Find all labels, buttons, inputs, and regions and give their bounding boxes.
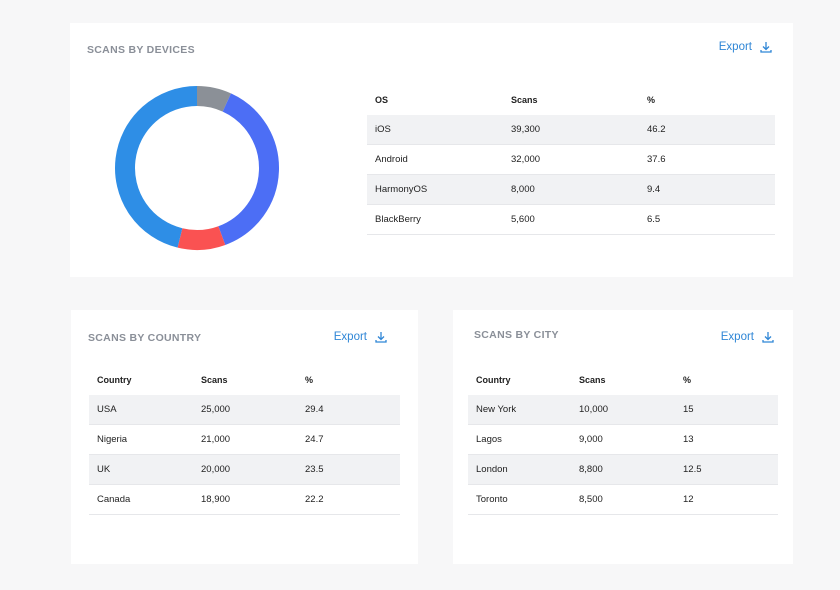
export-label: Export — [720, 331, 754, 343]
cell-percent: 12 — [683, 494, 694, 505]
download-icon — [760, 42, 772, 53]
country-export-button[interactable]: Export — [334, 331, 387, 343]
header-scans: Scans — [201, 375, 228, 385]
donut-segment-ios — [115, 86, 198, 248]
cell-os: Android — [375, 154, 408, 165]
table-row: Android 32,000 37.6 — [367, 145, 775, 175]
city-table: Country Scans % New York 10,000 15 Lagos… — [468, 365, 778, 515]
donut-segment-harmonyos — [177, 226, 226, 250]
header-scans: Scans — [511, 95, 538, 105]
header-scans: Scans — [579, 375, 606, 385]
table-row: New York 10,000 15 — [468, 395, 778, 425]
table-row: UK 20,000 23.5 — [89, 455, 400, 485]
cell-scans: 5,600 — [511, 214, 535, 225]
table-row: Toronto 8,500 12 — [468, 485, 778, 515]
city-card: SCANS BY CITY Export Country Scans % New… — [453, 310, 793, 564]
cell-city: London — [476, 464, 508, 475]
table-row: Canada 18,900 22.2 — [89, 485, 400, 515]
country-title: SCANS BY COUNTRY — [88, 332, 202, 344]
download-icon — [375, 332, 387, 343]
cell-percent: 29.4 — [305, 404, 324, 415]
cell-percent: 22.2 — [305, 494, 324, 505]
header-os: OS — [375, 95, 389, 105]
cell-scans: 20,000 — [201, 464, 231, 475]
city-title: SCANS BY CITY — [474, 329, 559, 341]
country-table: Country Scans % USA 25,000 29.4 Nigeria … — [89, 365, 400, 515]
cell-percent: 46.2 — [647, 124, 666, 135]
table-header: OS Scans % — [367, 85, 775, 115]
header-country: Country — [97, 375, 132, 385]
download-icon — [762, 332, 774, 343]
table-header: Country Scans % — [89, 365, 400, 395]
cell-percent: 9.4 — [647, 184, 661, 195]
export-label: Export — [718, 41, 752, 53]
table-header: Country Scans % — [468, 365, 778, 395]
cell-scans: 8,500 — [579, 494, 603, 505]
cell-city: Lagos — [476, 434, 502, 445]
city-export-button[interactable]: Export — [721, 331, 774, 343]
cell-percent: 13 — [683, 434, 694, 445]
cell-scans: 10,000 — [579, 404, 609, 415]
cell-percent: 24.7 — [305, 434, 324, 445]
table-row: iOS 39,300 46.2 — [367, 115, 775, 145]
cell-city: Toronto — [476, 494, 508, 505]
cell-os: HarmonyOS — [375, 184, 428, 195]
table-row: Lagos 9,000 13 — [468, 425, 778, 455]
header-country: Country — [476, 375, 511, 385]
table-row: London 8,800 12.5 — [468, 455, 778, 485]
cell-scans: 39,300 — [511, 124, 541, 135]
devices-table: OS Scans % iOS 39,300 46.2 Android 32,00… — [367, 85, 775, 235]
devices-card: SCANS BY DEVICES Export OS Scans % iOS 3… — [70, 23, 793, 277]
header-percent: % — [305, 375, 314, 385]
country-card: SCANS BY COUNTRY Export Country Scans % … — [71, 310, 418, 564]
cell-os: BlackBerry — [375, 214, 421, 225]
cell-scans: 8,800 — [579, 464, 603, 475]
cell-city: New York — [476, 404, 517, 415]
cell-percent: 15 — [683, 404, 694, 415]
cell-percent: 12.5 — [683, 464, 702, 475]
cell-percent: 37.6 — [647, 154, 666, 165]
cell-country: Canada — [97, 494, 131, 505]
cell-scans: 25,000 — [201, 404, 231, 415]
cell-scans: 32,000 — [511, 154, 541, 165]
header-percent: % — [683, 375, 692, 385]
cell-percent: 6.5 — [647, 214, 661, 225]
devices-export-button[interactable]: Export — [719, 41, 772, 53]
cell-scans: 9,000 — [579, 434, 603, 445]
table-row: BlackBerry 5,600 6.5 — [367, 205, 775, 235]
cell-country: Nigeria — [97, 434, 128, 445]
cell-scans: 21,000 — [201, 434, 231, 445]
cell-scans: 18,900 — [201, 494, 231, 505]
devices-donut-chart — [115, 86, 279, 250]
header-percent: % — [647, 95, 656, 105]
cell-country: UK — [97, 464, 111, 475]
donut-segment-blackberry — [196, 86, 231, 112]
cell-percent: 23.5 — [305, 464, 324, 475]
cell-country: USA — [97, 404, 117, 415]
cell-scans: 8,000 — [511, 184, 535, 195]
table-row: Nigeria 21,000 24.7 — [89, 425, 400, 455]
table-row: HarmonyOS 8,000 9.4 — [367, 175, 775, 205]
table-row: USA 25,000 29.4 — [89, 395, 400, 425]
devices-title: SCANS BY DEVICES — [87, 44, 195, 56]
donut-segment-android — [218, 93, 279, 245]
cell-os: iOS — [375, 124, 391, 135]
export-label: Export — [333, 331, 367, 343]
